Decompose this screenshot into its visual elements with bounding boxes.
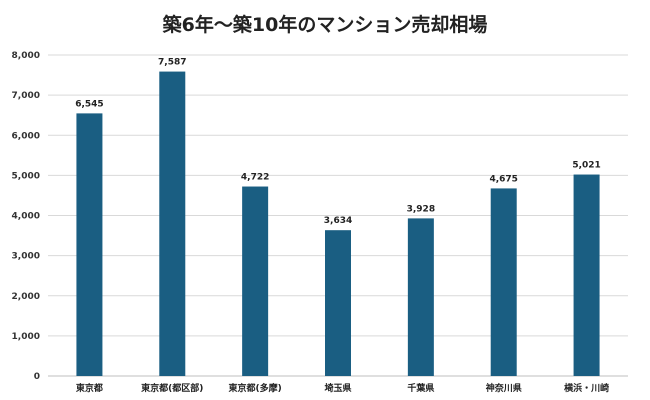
category-label: 千葉県 (407, 382, 434, 394)
bar (325, 230, 351, 376)
data-label: 5,021 (572, 161, 600, 171)
data-label: 7,587 (158, 58, 186, 68)
bar (76, 113, 103, 377)
y-tick-label: 4,000 (12, 212, 40, 222)
x-axis-categories: 東京都 東京都(都区部) 東京都(多摩) 埼玉県 千葉県 神奈川県 横浜・川崎 (76, 382, 609, 394)
y-tick-label: 2,000 (12, 292, 40, 302)
bar (242, 186, 269, 376)
category-label: 東京都(都区部) (141, 382, 203, 394)
bars (76, 71, 600, 377)
bar (159, 71, 186, 376)
y-tick-label: 8,000 (12, 51, 40, 61)
data-labels: 6,545 7,587 4,722 3,634 3,928 4,675 5,021 (75, 58, 601, 227)
y-tick-label: 5,000 (12, 171, 40, 181)
y-tick-label: 3,000 (12, 252, 40, 262)
data-label: 4,722 (241, 173, 269, 183)
data-label: 4,675 (489, 174, 517, 184)
y-axis-ticks: 0 1,000 2,000 3,000 4,000 5,000 6,000 7,000 8,00… (12, 51, 40, 382)
bar (573, 174, 600, 376)
category-label: 神奈川県 (486, 382, 522, 394)
y-tick-label: 1,000 (12, 332, 40, 342)
data-label: 3,634 (324, 216, 352, 226)
category-label: 東京都 (76, 382, 103, 394)
data-label: 6,545 (75, 99, 103, 109)
y-tick-label: 7,000 (12, 91, 40, 101)
data-label: 3,928 (407, 204, 435, 214)
y-tick-label: 6,000 (12, 131, 40, 141)
category-label: 東京都(多摩) (229, 382, 282, 394)
y-tick-label: 0 (34, 372, 40, 382)
category-label: 横浜・川崎 (564, 382, 609, 394)
bar (407, 218, 434, 376)
category-label: 埼玉県 (324, 382, 351, 394)
bar (490, 188, 517, 376)
chart-title: 築6年〜築10年のマンション売却相場 (162, 14, 488, 36)
